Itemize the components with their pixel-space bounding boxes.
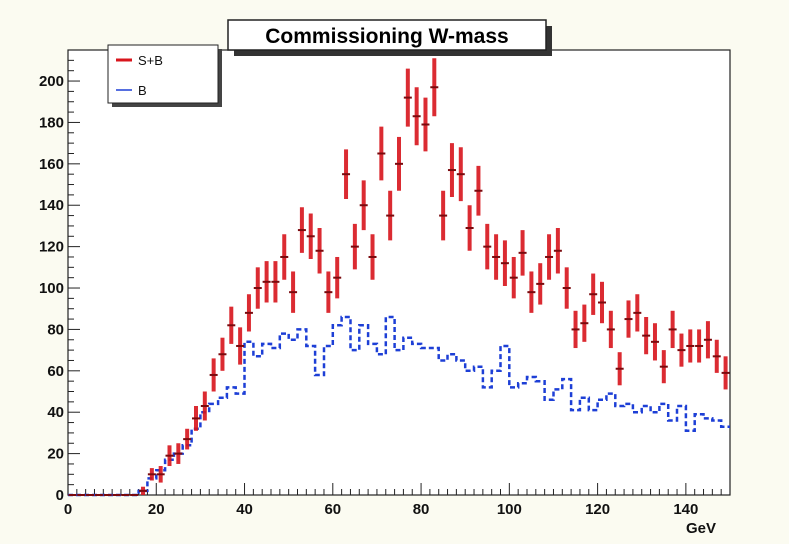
x-tick-label: 80 xyxy=(413,501,430,518)
chart-title: Commissioning W-mass xyxy=(265,25,508,48)
y-tick-label: 80 xyxy=(47,321,64,338)
plot-frame xyxy=(67,49,731,496)
x-tick-label: 120 xyxy=(585,501,610,518)
x-tick-label: 0 xyxy=(64,501,72,518)
title-box-frame xyxy=(227,19,547,51)
y-tick-label: 160 xyxy=(39,156,64,173)
axes: 0 20 40 60 80 100 120 140 0 20 40 60 80 100 120 140 160 1… xyxy=(39,49,731,518)
legend-label-s-plus-b: S+B xyxy=(138,53,163,68)
legend: S+B B xyxy=(107,44,222,107)
y-tick-label: 180 xyxy=(39,114,64,131)
x-tick-label: 60 xyxy=(324,501,341,518)
x-tick-label: 20 xyxy=(148,501,165,518)
x-tick-label: 100 xyxy=(497,501,522,518)
y-tick-label: 60 xyxy=(47,363,64,380)
y-tick-label: 140 xyxy=(39,197,64,214)
y-tick-label: 40 xyxy=(47,404,64,421)
series-s-plus-b xyxy=(68,58,730,496)
legend-box xyxy=(107,44,219,104)
x-axis-title: GeV xyxy=(686,520,716,537)
y-tick-label: 100 xyxy=(39,280,64,297)
y-tick-label: 0 xyxy=(56,487,64,504)
y-tick-label: 120 xyxy=(39,239,64,256)
legend-label-b: B xyxy=(138,83,147,98)
y-tick-label: 20 xyxy=(47,446,64,463)
x-tick-label: 40 xyxy=(236,501,253,518)
y-tick-label: 200 xyxy=(39,73,64,90)
title-box: Commissioning W-mass xyxy=(227,19,552,56)
x-tick-label: 140 xyxy=(673,501,698,518)
